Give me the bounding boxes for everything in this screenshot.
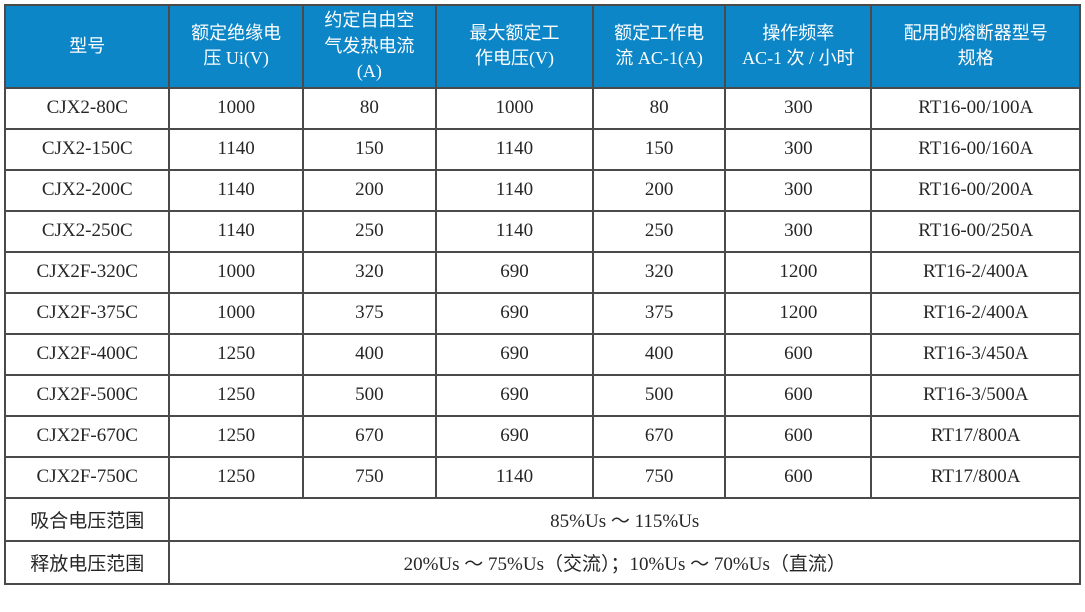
table-cell: 1140: [435, 455, 594, 499]
table-cell: 1000: [168, 250, 304, 294]
table-cell: 1200: [724, 250, 873, 294]
table-cell: 600: [724, 332, 873, 376]
table-cell: 80: [301, 86, 438, 130]
table-cell: RT17/800A: [870, 455, 1081, 499]
column-header-operating-frequency: 操作频率 AC-1 次 / 小时: [724, 4, 873, 89]
row-label: 释放电压范围: [3, 539, 171, 585]
model-cell: CJX2-200C: [3, 168, 171, 212]
table-cell: 400: [591, 332, 727, 376]
table-cell: 300: [724, 209, 873, 253]
table-cell: 690: [435, 373, 594, 417]
table-cell: 150: [591, 127, 727, 171]
table-cell: RT16-00/200A: [870, 168, 1081, 212]
table-cell: 1140: [435, 209, 594, 253]
table-row: CJX2-80C 1000 80 1000 80 300 RT16-00/100…: [3, 86, 1081, 130]
table-cell: 1140: [435, 127, 594, 171]
release-voltage-value: 20%Us ～ 75%Us（交流）；10%Us ～ 70%Us（直流）: [168, 539, 1081, 585]
table-row: CJX2F-750C 1250 750 1140 750 600 RT17/80…: [3, 455, 1081, 499]
table-cell: RT16-00/160A: [870, 127, 1081, 171]
model-cell: CJX2-250C: [3, 209, 171, 253]
table-cell: RT17/800A: [870, 414, 1081, 458]
table-cell: 500: [591, 373, 727, 417]
table-cell: 690: [435, 291, 594, 335]
table-cell: RT16-2/400A: [870, 250, 1081, 294]
table-cell: RT16-00/250A: [870, 209, 1081, 253]
table-row: CJX2-250C 1140 250 1140 250 300 RT16-00/…: [3, 209, 1081, 253]
table-cell: 1000: [435, 86, 594, 130]
table-cell: 600: [724, 373, 873, 417]
table-cell: 200: [591, 168, 727, 212]
table-cell: 320: [301, 250, 438, 294]
pickup-voltage-value: 85%Us ～ 115%Us: [168, 496, 1081, 542]
table-row: CJX2-150C 1140 150 1140 150 300 RT16-00/…: [3, 127, 1081, 171]
table-row: CJX2F-670C 1250 670 690 670 600 RT17/800…: [3, 414, 1081, 458]
model-cell: CJX2F-670C: [3, 414, 171, 458]
table-cell: 1140: [168, 209, 304, 253]
table-cell: 690: [435, 332, 594, 376]
pickup-voltage-row: 吸合电压范围 85%Us ～ 115%Us: [3, 496, 1081, 542]
table-cell: RT16-3/500A: [870, 373, 1081, 417]
table-row: CJX2F-320C 1000 320 690 320 1200 RT16-2/…: [3, 250, 1081, 294]
table-cell: 750: [591, 455, 727, 499]
row-label: 吸合电压范围: [3, 496, 171, 542]
header-row: 型号 额定绝缘电 压 Ui(V) 约定自由空 气发热电流 (A) 最大额定工 作…: [3, 4, 1081, 89]
table-cell: 670: [591, 414, 727, 458]
table-cell: 250: [591, 209, 727, 253]
model-cell: CJX2-80C: [3, 86, 171, 130]
table-cell: 400: [301, 332, 438, 376]
column-header-working-current: 额定工作电 流 AC-1(A): [591, 4, 727, 89]
model-cell: CJX2F-750C: [3, 455, 171, 499]
model-cell: CJX2-150C: [3, 127, 171, 171]
spec-table: 型号 额定绝缘电 压 Ui(V) 约定自由空 气发热电流 (A) 最大额定工 作…: [3, 4, 1081, 585]
table-cell: 690: [435, 250, 594, 294]
column-header-thermal-current: 约定自由空 气发热电流 (A): [301, 4, 438, 89]
table-cell: 250: [301, 209, 438, 253]
table-cell: 1000: [168, 291, 304, 335]
column-header-insulation-voltage: 额定绝缘电 压 Ui(V): [168, 4, 304, 89]
table-row: CJX2F-375C 1000 375 690 375 1200 RT16-2/…: [3, 291, 1081, 335]
table-cell: 600: [724, 414, 873, 458]
table-cell: 500: [301, 373, 438, 417]
table-cell: 1140: [168, 168, 304, 212]
table-row: CJX2-200C 1140 200 1140 200 300 RT16-00/…: [3, 168, 1081, 212]
table-cell: 1250: [168, 414, 304, 458]
table-cell: 375: [591, 291, 727, 335]
table-cell: 750: [301, 455, 438, 499]
table-cell: 1250: [168, 373, 304, 417]
table-row: CJX2F-500C 1250 500 690 500 600 RT16-3/5…: [3, 373, 1081, 417]
column-header-fuse-spec: 配用的熔断器型号 规格: [870, 4, 1081, 89]
table-cell: 600: [724, 455, 873, 499]
table-cell: 1140: [435, 168, 594, 212]
release-voltage-row: 释放电压范围 20%Us ～ 75%Us（交流）；10%Us ～ 70%Us（直…: [3, 539, 1081, 585]
table-cell: 80: [591, 86, 727, 130]
column-header-max-working-voltage: 最大额定工 作电压(V): [435, 4, 594, 89]
table-cell: 1200: [724, 291, 873, 335]
table-cell: RT16-3/450A: [870, 332, 1081, 376]
table-cell: 670: [301, 414, 438, 458]
table-cell: 1000: [168, 86, 304, 130]
table-cell: 150: [301, 127, 438, 171]
table-cell: 300: [724, 86, 873, 130]
model-cell: CJX2F-500C: [3, 373, 171, 417]
model-cell: CJX2F-400C: [3, 332, 171, 376]
model-cell: CJX2F-320C: [3, 250, 171, 294]
table-cell: 300: [724, 168, 873, 212]
table-cell: 375: [301, 291, 438, 335]
table-cell: 690: [435, 414, 594, 458]
column-header-model: 型号: [3, 4, 171, 89]
table-cell: 1250: [168, 455, 304, 499]
table-cell: RT16-00/100A: [870, 86, 1081, 130]
table-cell: 320: [591, 250, 727, 294]
table-cell: 1250: [168, 332, 304, 376]
model-cell: CJX2F-375C: [3, 291, 171, 335]
table-cell: 1140: [168, 127, 304, 171]
table-cell: 200: [301, 168, 438, 212]
table-row: CJX2F-400C 1250 400 690 400 600 RT16-3/4…: [3, 332, 1081, 376]
table-cell: RT16-2/400A: [870, 291, 1081, 335]
table-cell: 300: [724, 127, 873, 171]
